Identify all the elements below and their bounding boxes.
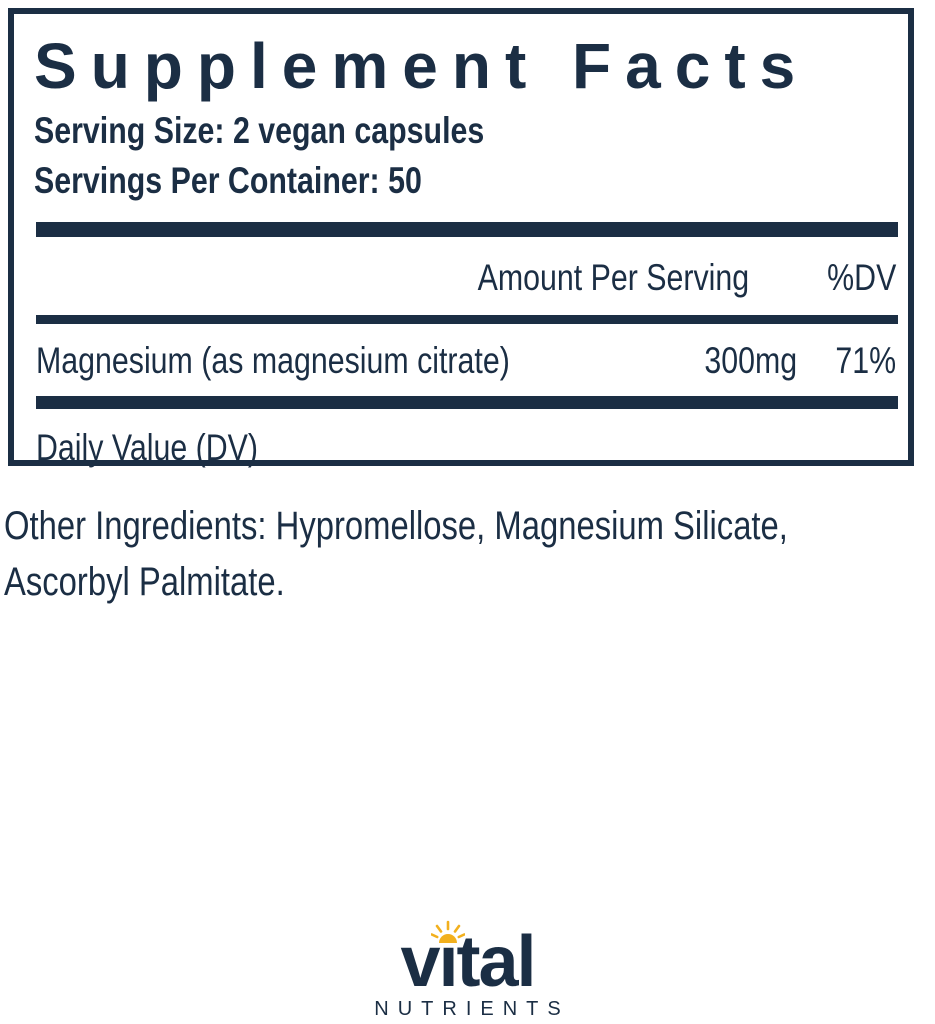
nutrient-amount-text: 300mg [704,339,797,381]
divider-bar-header [36,314,898,324]
dv-header-text: %DV [826,256,896,298]
brand-logo-area: vıtal NUTRIENTS [0,920,935,1021]
amount-per-serving-header: Amount Per Serving [418,256,750,300]
other-ingredients-line1: Other Ingredients: Hypromellose, Magnesi… [4,498,935,554]
vital-nutrients-logo: vıtal NUTRIENTS [365,920,570,1021]
daily-value-footnote-row: Daily Value (DV) [14,426,908,470]
nutrient-row: Magnesium (as magnesium citrate) 300mg 7… [14,339,908,383]
divider-bar-bottom [36,395,898,409]
serving-size-line: Serving Size: 2 vegan capsules [34,107,908,155]
panel-title: Supplement Facts [34,30,810,102]
other-ingredients-line1-text: Other Ingredients: Hypromellose, Magnesi… [4,504,788,548]
column-header-row: Amount Per Serving %DV [14,256,908,300]
nutrient-name: Magnesium (as magnesium citrate) [36,339,614,383]
logo-subtext: NUTRIENTS [374,998,570,1020]
wordmark-rest: tal [456,922,537,1002]
nutrient-dv-text: 71% [835,339,896,381]
supplement-facts-panel: Supplement Facts Serving Size: 2 vegan c… [8,8,914,468]
divider-bar-top [36,221,898,237]
nutrient-name-text: Magnesium (as magnesium citrate) [36,339,510,381]
nutrient-amount: 300mg [614,339,797,383]
logo-wordmark: vıtal [400,920,537,1002]
nutrient-dv: 71% [797,339,896,383]
other-ingredients-line2-text: Ascorbyl Palmitate. [4,560,285,604]
servings-per-container-text: Servings Per Container: 50 [34,159,422,201]
other-ingredients: Other Ingredients: Hypromellose, Magnesi… [4,498,935,610]
daily-value-footnote-text: Daily Value (DV) [36,426,259,468]
other-ingredients-line2: Ascorbyl Palmitate. [4,554,935,610]
serving-size-text: Serving Size: 2 vegan capsules [34,109,485,151]
dv-header: %DV [728,256,896,300]
servings-per-container-line: Servings Per Container: 50 [34,157,908,205]
amount-per-serving-header-text: Amount Per Serving [477,256,750,298]
daily-value-footnote: Daily Value (DV) [36,426,896,470]
sun-icon [431,920,466,943]
